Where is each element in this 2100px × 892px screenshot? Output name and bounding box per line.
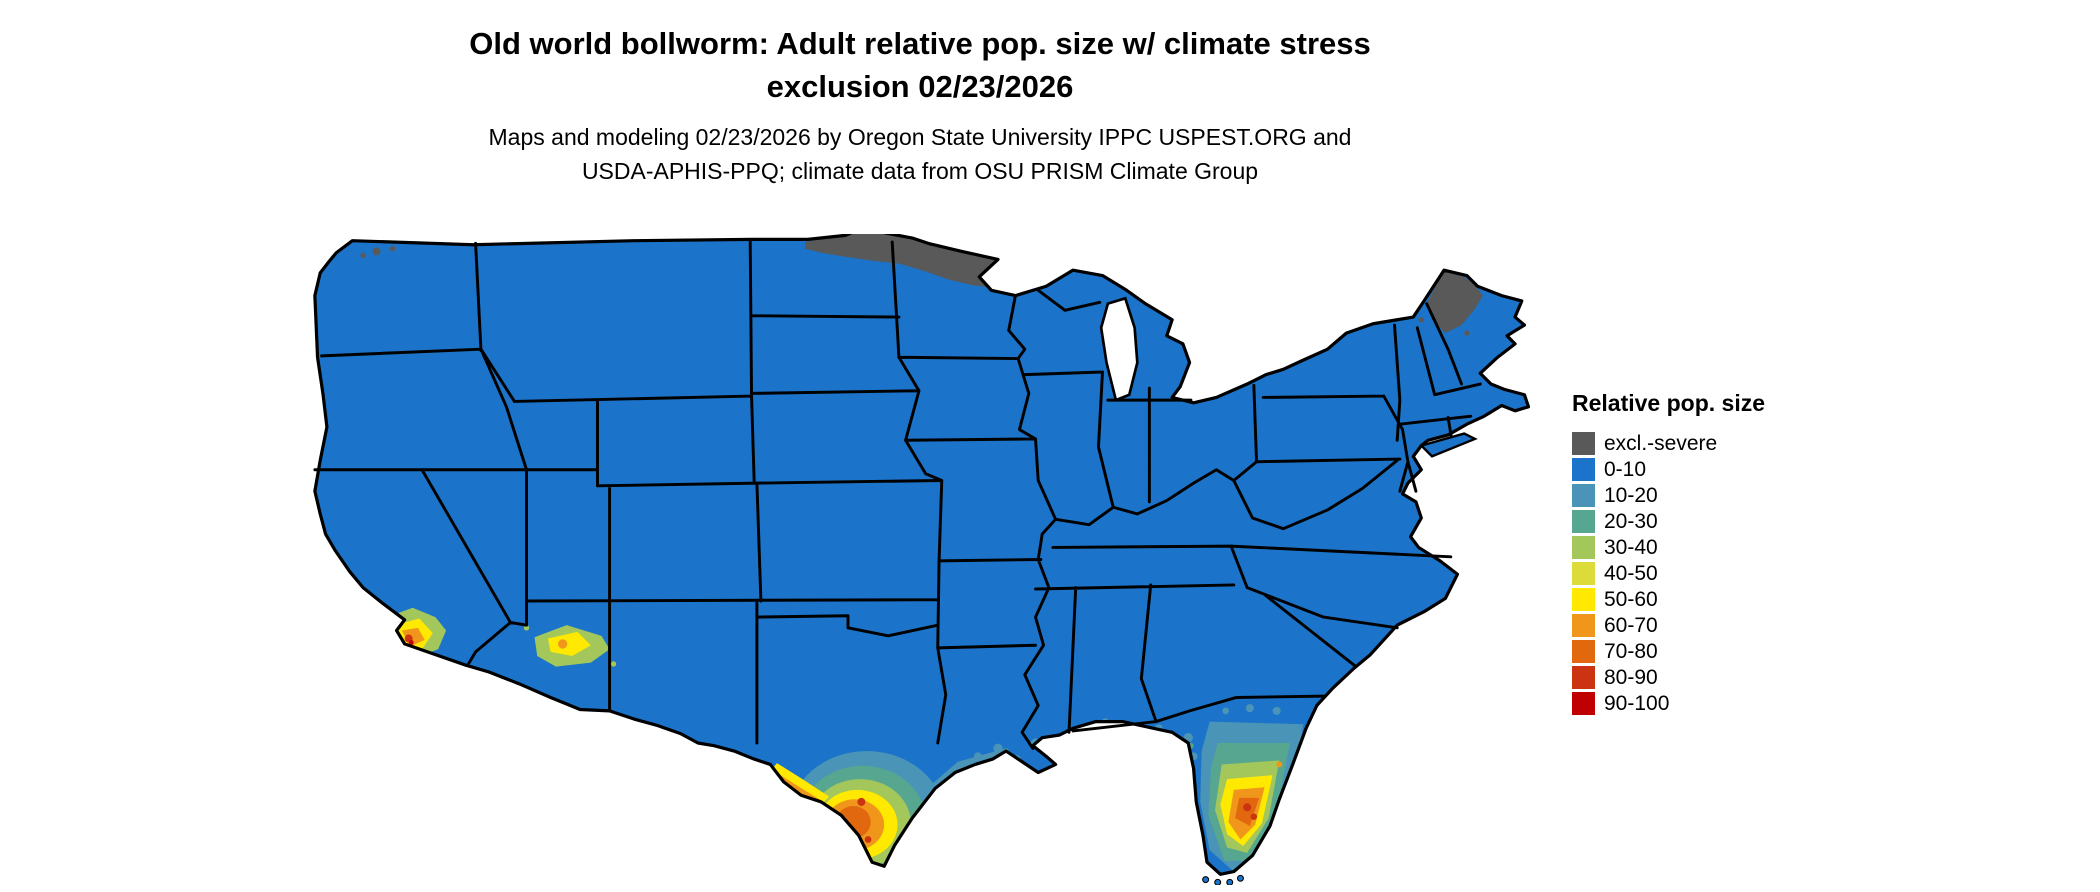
legend-item: 50-60 — [1572, 588, 1765, 611]
legend-label: 40-50 — [1604, 562, 1658, 585]
legend-swatch-40-50 — [1572, 562, 1595, 585]
legend-label: 90-100 — [1604, 692, 1670, 715]
legend-label: 10-20 — [1604, 484, 1658, 507]
florida-keys — [1202, 874, 1244, 885]
long-island — [1418, 432, 1478, 458]
legend-label: 50-60 — [1604, 588, 1658, 611]
lake-michigan — [1099, 296, 1139, 402]
map-subtitle-line2: USDA-APHIS-PPQ; climate data from OSU PR… — [581, 158, 1259, 184]
legend-item: 80-90 — [1572, 666, 1765, 689]
legend-item: 30-40 — [1572, 536, 1765, 559]
legend-item: 70-80 — [1572, 640, 1765, 663]
exclusion-washington — [360, 246, 396, 259]
legend-swatch-20-30 — [1572, 510, 1595, 533]
state-borders — [313, 239, 1482, 750]
legend-item: 0-10 — [1572, 458, 1765, 481]
legend-item: excl.-severe — [1572, 432, 1765, 455]
legend-item: 90-100 — [1572, 692, 1765, 715]
legend-swatch-80-90 — [1572, 666, 1595, 689]
legend-swatch-70-80 — [1572, 640, 1595, 663]
legend: Relative pop. size excl.-severe 0-10 10-… — [1572, 390, 1765, 718]
legend-item: 60-70 — [1572, 614, 1765, 637]
legend-label: 60-70 — [1604, 614, 1658, 637]
legend-item: 20-30 — [1572, 510, 1765, 533]
map-title: Old world bollworm: Adult relative pop. … — [0, 22, 1840, 108]
legend-swatch-60-70 — [1572, 614, 1595, 637]
hotspot-south-florida — [1200, 721, 1304, 872]
legend-swatch-90-100 — [1572, 692, 1595, 715]
legend-label: 0-10 — [1604, 458, 1647, 481]
map-title-line2: exclusion 02/23/2026 — [766, 69, 1074, 104]
legend-swatch-30-40 — [1572, 536, 1595, 559]
legend-label: 80-90 — [1604, 666, 1658, 689]
us-map — [313, 234, 1531, 885]
hotspot-southern-arizona — [523, 625, 617, 667]
legend-item: 40-50 — [1572, 562, 1765, 585]
national-outline — [313, 234, 1531, 876]
legend-swatch-excl-severe — [1572, 432, 1595, 455]
legend-title: Relative pop. size — [1572, 390, 1766, 416]
legend-swatch-50-60 — [1572, 588, 1595, 611]
legend-label: 70-80 — [1604, 640, 1658, 663]
legend-label: 20-30 — [1604, 510, 1658, 533]
legend-label: 30-40 — [1604, 536, 1658, 559]
legend-swatch-0-10 — [1572, 458, 1595, 481]
exclusion-maine — [1418, 271, 1483, 336]
legend-swatch-10-20 — [1572, 484, 1595, 507]
map-title-line1: Old world bollworm: Adult relative pop. … — [469, 26, 1371, 61]
legend-label: excl.-severe — [1604, 432, 1718, 455]
map-subtitle-line1: Maps and modeling 02/23/2026 by Oregon S… — [488, 124, 1352, 150]
map-subtitle: Maps and modeling 02/23/2026 by Oregon S… — [0, 120, 1840, 188]
legend-item: 10-20 — [1572, 484, 1765, 507]
us-map-container — [312, 234, 1534, 885]
